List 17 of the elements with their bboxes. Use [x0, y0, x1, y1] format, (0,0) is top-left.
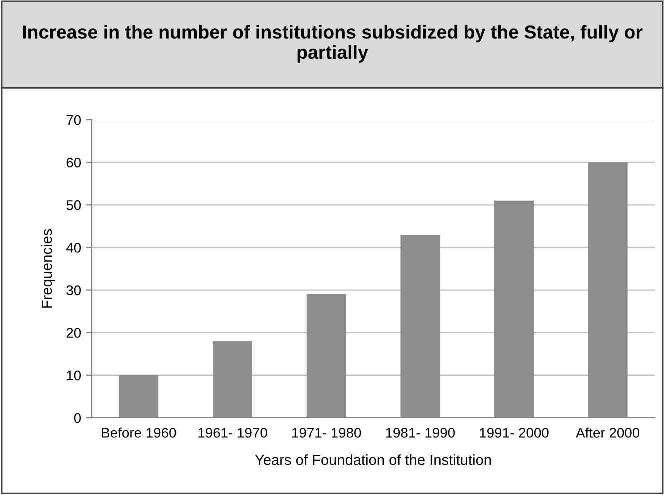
y-tick-label: 0 — [74, 413, 82, 424]
y-axis-title: Frequencies — [41, 229, 56, 308]
y-tick-label: 50 — [66, 200, 82, 210]
y-tick-label: 40 — [66, 243, 82, 253]
x-axis-title: Years of Foundation of the Institution — [255, 454, 492, 466]
x-tick-label: 1991- 2000 — [480, 428, 549, 438]
chart-title: Increase in the number of institutions subsidized by the State, fully or partially — [23, 25, 643, 63]
x-tick-label: 1981- 1990 — [386, 428, 456, 438]
y-tick-label: 60 — [66, 158, 82, 168]
y-tick-label: 70 — [66, 115, 82, 126]
y-tick-label: 20 — [66, 328, 82, 338]
x-tick-label: 1961- 1970 — [198, 428, 268, 438]
x-tick-label: After 2000 — [576, 428, 640, 438]
y-tick-label: 10 — [67, 370, 82, 381]
x-tick-label: 1971- 1980 — [292, 428, 362, 438]
y-tick-label: 30 — [66, 286, 82, 296]
x-tick-label: Before 1960 — [102, 428, 176, 438]
